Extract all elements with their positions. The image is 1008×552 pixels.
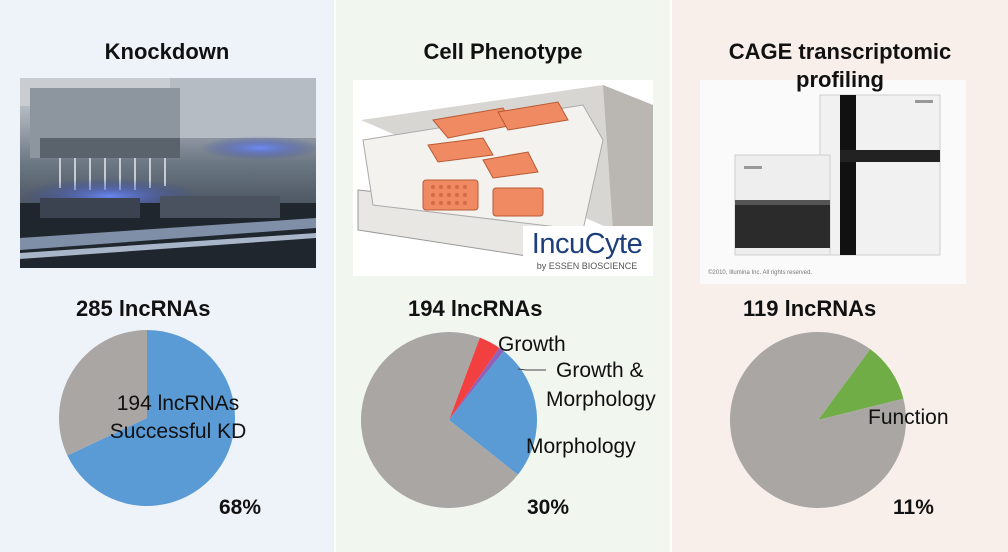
knockdown-pie-chart: 194 lncRNAs Successful KD bbox=[58, 330, 247, 506]
morphology-label: Morphology bbox=[526, 435, 636, 458]
growth-morphology-label-line1: Growth & bbox=[556, 359, 644, 382]
knockdown-slice bbox=[67, 330, 235, 506]
knockdown-title: Knockdown bbox=[104, 39, 230, 64]
cage-title-line1: CAGE transcriptomic bbox=[728, 39, 952, 64]
cage-count-label: 119 lncRNAs bbox=[743, 296, 877, 321]
cell-phenotype-count-label: 194 lncRNAs bbox=[408, 296, 543, 321]
growth-morphology-label-line2: Morphology bbox=[546, 388, 656, 411]
incucyte-incubator-photo: IncuCyte by ESSEN BIOSCIENCE bbox=[353, 80, 653, 276]
cage-title: CAGE transcriptomic profiling bbox=[672, 38, 1008, 94]
knockdown-count-label: 285 lncRNAs bbox=[76, 296, 211, 321]
cage-panel: ©2010, Illumina Inc. All rights reserved… bbox=[672, 0, 1008, 552]
sequencer-photo: ©2010, Illumina Inc. All rights reserved… bbox=[700, 80, 966, 284]
knockdown-slice-label-line2: Successful KD bbox=[110, 420, 247, 443]
morphology-slice bbox=[449, 351, 537, 475]
cage-percent-label: 11% bbox=[893, 496, 934, 519]
cell-phenotype-title: Cell Phenotype bbox=[423, 39, 583, 64]
cage-pie-chart: Function bbox=[730, 332, 949, 508]
growth-morphology-slice bbox=[449, 347, 504, 420]
liquid-handling-robot-photo bbox=[20, 78, 316, 268]
incucyte-logo: IncuCyte by ESSEN BIOSCIENCE bbox=[531, 228, 643, 271]
growth-label: Growth bbox=[498, 333, 566, 356]
growth-slice bbox=[449, 337, 500, 420]
other-slice bbox=[361, 332, 518, 508]
cell-phenotype-panel: Cell Phenotype IncuCyte by bbox=[336, 0, 670, 552]
cell-phenotype-percent-label: 30% bbox=[527, 496, 570, 519]
sequencer-photo-caption: ©2010, Illumina Inc. All rights reserved… bbox=[708, 270, 813, 276]
knockdown-percent-label: 68% bbox=[219, 496, 262, 519]
cage-title-line2: profiling bbox=[796, 67, 884, 92]
other-slice bbox=[730, 332, 906, 508]
function-label: Function bbox=[868, 406, 949, 429]
cell-phenotype-pie-chart: Growth Growth & Morphology Morphology bbox=[361, 332, 656, 508]
other-slice bbox=[58, 330, 147, 456]
knockdown-slice-label-line1: 194 lncRNAs bbox=[117, 392, 240, 415]
function-slice bbox=[818, 349, 904, 420]
knockdown-panel: Knockdown bbox=[0, 0, 334, 552]
